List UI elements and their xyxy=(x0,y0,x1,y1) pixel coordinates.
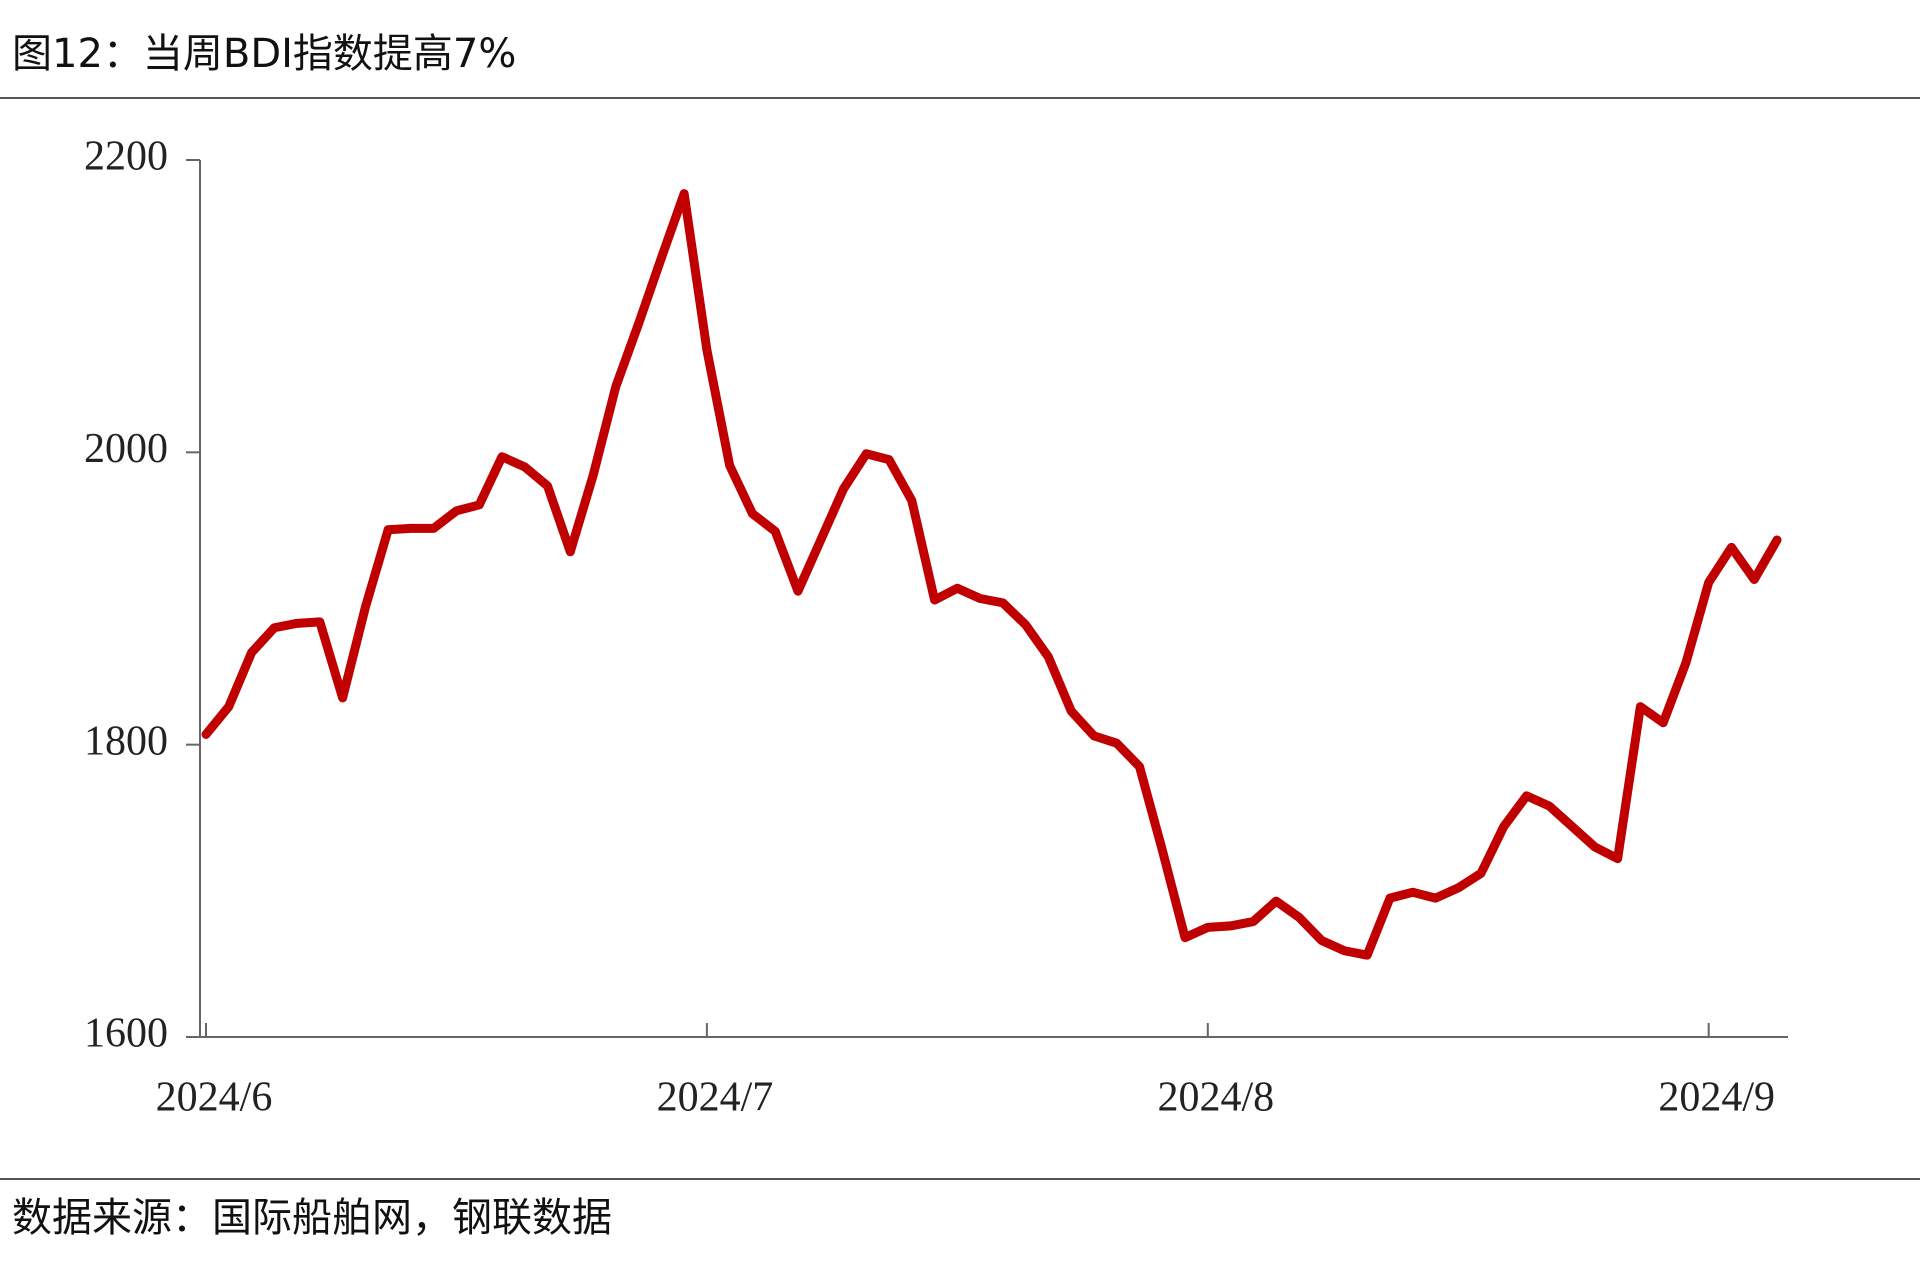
source-note: 数据来源：国际船舶网，钢联数据 xyxy=(12,1195,612,1241)
x-tick-label: 2024/9 xyxy=(1658,1075,1775,1121)
y-tick-label: 1600 xyxy=(84,1011,168,1057)
x-tick-label: 2024/7 xyxy=(657,1075,774,1121)
y-tick-label: 2200 xyxy=(84,134,168,180)
x-tick-label: 2024/8 xyxy=(1157,1075,1274,1121)
x-tick-label: 2024/6 xyxy=(156,1075,273,1121)
chart-title: 图12：当周BDI指数提高7% xyxy=(12,31,516,77)
y-tick-label: 1800 xyxy=(84,718,168,764)
y-tick-label: 2000 xyxy=(84,426,168,472)
data-line xyxy=(201,189,1782,960)
